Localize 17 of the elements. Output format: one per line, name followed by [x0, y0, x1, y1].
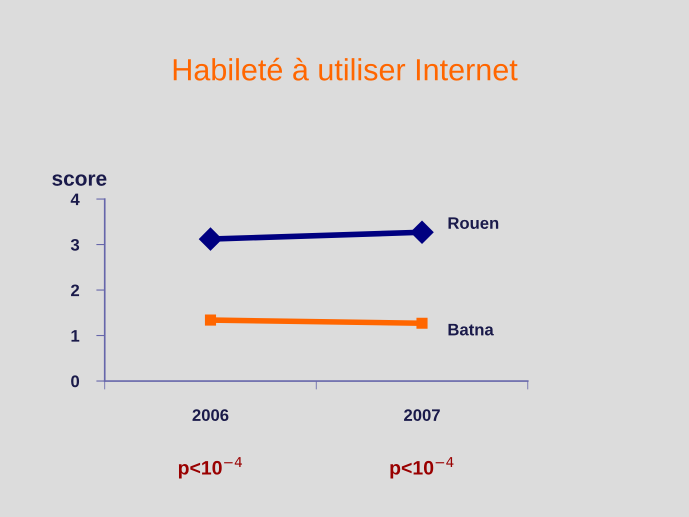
y-tick-label: 0 [71, 375, 80, 388]
chart-title: Habileté à utiliser Internet [174, 58, 518, 81]
point [416, 318, 428, 329]
series-label: Batna [448, 324, 494, 336]
text: p<10$^{−4}$ [178, 457, 242, 478]
text: p<10$^{−4}$ [390, 457, 454, 478]
y-tick-label: 1 [72, 330, 80, 342]
y-tick-label: 4 [70, 194, 80, 206]
point [198, 228, 222, 251]
point [410, 220, 434, 244]
x-tick-label: 2007 [404, 409, 440, 422]
x-tick-label: 2006 [192, 409, 228, 422]
y-tick-label: 2 [71, 284, 80, 296]
point [204, 314, 216, 326]
series-label: Rouen [448, 217, 498, 229]
y-tick-label: 3 [70, 238, 80, 251]
y-axis-title: score [52, 174, 106, 186]
